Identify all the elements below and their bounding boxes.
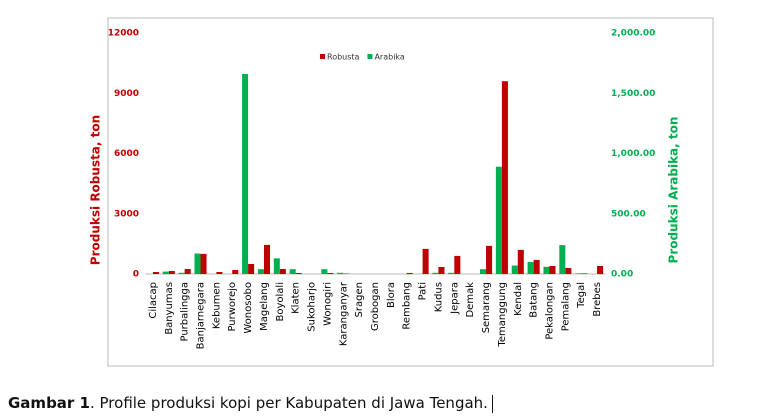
bar — [575, 273, 582, 274]
bar — [168, 270, 175, 274]
bar — [337, 272, 344, 274]
bar — [162, 271, 169, 274]
x-tick-label: Semarang — [481, 282, 492, 333]
bar — [279, 268, 286, 274]
text-cursor — [491, 394, 493, 413]
y-tick-label: 0 — [133, 270, 139, 280]
bar — [263, 244, 270, 274]
bar — [178, 272, 185, 274]
x-tick-label: Cilacap — [148, 282, 159, 319]
bar — [501, 81, 508, 274]
bar — [216, 271, 223, 274]
bar — [248, 263, 255, 274]
legend-label: Arabika — [374, 53, 404, 62]
y2-tick-label: 500.00 — [611, 209, 646, 219]
y2-axis-title: Produksi Arabika, ton — [667, 117, 681, 264]
legend-swatch — [367, 54, 373, 59]
y-tick-label: 6000 — [114, 149, 139, 159]
caption-label: Gambar 1 — [8, 394, 90, 412]
x-tick-label: Rembang — [402, 282, 413, 330]
bar — [295, 272, 302, 274]
y-tick-label: 9000 — [114, 89, 139, 99]
bar — [511, 265, 518, 274]
x-tick-label: Jepara — [449, 282, 460, 315]
x-tick-label: Blora — [386, 282, 397, 308]
chart: Produksi Robusta, ton Produksi Arabika, … — [89, 17, 714, 367]
bar — [495, 166, 502, 274]
x-tick-label: Klaten — [291, 282, 302, 314]
bar — [432, 272, 439, 274]
x-tick-label: Wonosobo — [243, 282, 254, 334]
bar — [581, 273, 588, 274]
bar — [527, 261, 534, 274]
chart-frame — [107, 17, 714, 367]
y-axis-title: Produksi Robusta, ton — [89, 115, 103, 265]
x-tick-label: Magelang — [259, 282, 270, 331]
bar — [454, 255, 461, 274]
x-tick-label: Banyumas — [164, 282, 175, 335]
y-tick-label: 3000 — [114, 209, 139, 219]
x-tick-label: Pati — [418, 282, 429, 300]
x-tick-label: Tegal — [576, 282, 587, 309]
y2-tick-label: 1,000.00 — [611, 149, 655, 159]
bar — [438, 266, 445, 274]
y2-tick-label: 2,000.00 — [611, 29, 655, 39]
bar — [242, 73, 249, 274]
legend-label: Robusta — [327, 53, 360, 62]
x-tick-label: Kebumen — [211, 282, 222, 329]
bar — [597, 265, 604, 274]
bar — [486, 245, 493, 274]
bar — [422, 248, 429, 274]
x-tick-label: Temanggung — [497, 282, 508, 348]
x-tick-label: Brebes — [592, 282, 603, 317]
bar — [543, 266, 550, 274]
x-tick-label: Grobogan — [370, 282, 381, 331]
x-tick-label: Purbalingga — [180, 282, 191, 342]
x-tick-label: Kudus — [433, 282, 444, 312]
x-tick-label: Pekalongan — [544, 282, 555, 340]
bar — [289, 269, 296, 274]
bar — [232, 269, 239, 274]
x-tick-label: Wonogiri — [322, 282, 333, 326]
legend-swatch — [320, 54, 325, 59]
y-tick-label: 12000 — [108, 29, 139, 39]
bar — [559, 245, 566, 274]
bar — [480, 269, 487, 274]
caption-text: . Profile produksi kopi per Kabupaten di… — [89, 394, 488, 412]
bar — [257, 269, 264, 274]
bar — [327, 272, 334, 274]
x-tick-label: Karanganyar — [338, 281, 349, 346]
x-tick-label: Purworejo — [227, 282, 238, 332]
bar — [184, 268, 191, 274]
x-tick-label: Boyolali — [275, 282, 286, 321]
bar — [321, 269, 328, 274]
x-tick-label: Pemalang — [560, 282, 571, 331]
x-tick-label: Sukoharjo — [307, 282, 318, 332]
bar — [533, 259, 540, 274]
bar — [273, 258, 280, 274]
x-tick-label: Sragen — [354, 282, 365, 317]
bar — [448, 272, 455, 274]
x-tick-label: Banjarnegara — [196, 282, 207, 349]
y2-tick-label: 1,500.00 — [611, 89, 655, 99]
caption: Gambar 1. Profile produksi kopi per Kabu… — [8, 394, 493, 413]
x-tick-label: Kendal — [513, 282, 524, 316]
x-tick-label: Batang — [529, 282, 540, 318]
bar — [549, 265, 556, 274]
y2-tick-label: 0.00 — [611, 270, 633, 280]
bar — [517, 249, 524, 274]
bar — [565, 267, 572, 274]
bar — [194, 253, 201, 274]
bar — [406, 272, 413, 274]
bar — [152, 271, 159, 274]
bar — [200, 253, 207, 274]
x-tick-label: Demak — [465, 282, 476, 318]
